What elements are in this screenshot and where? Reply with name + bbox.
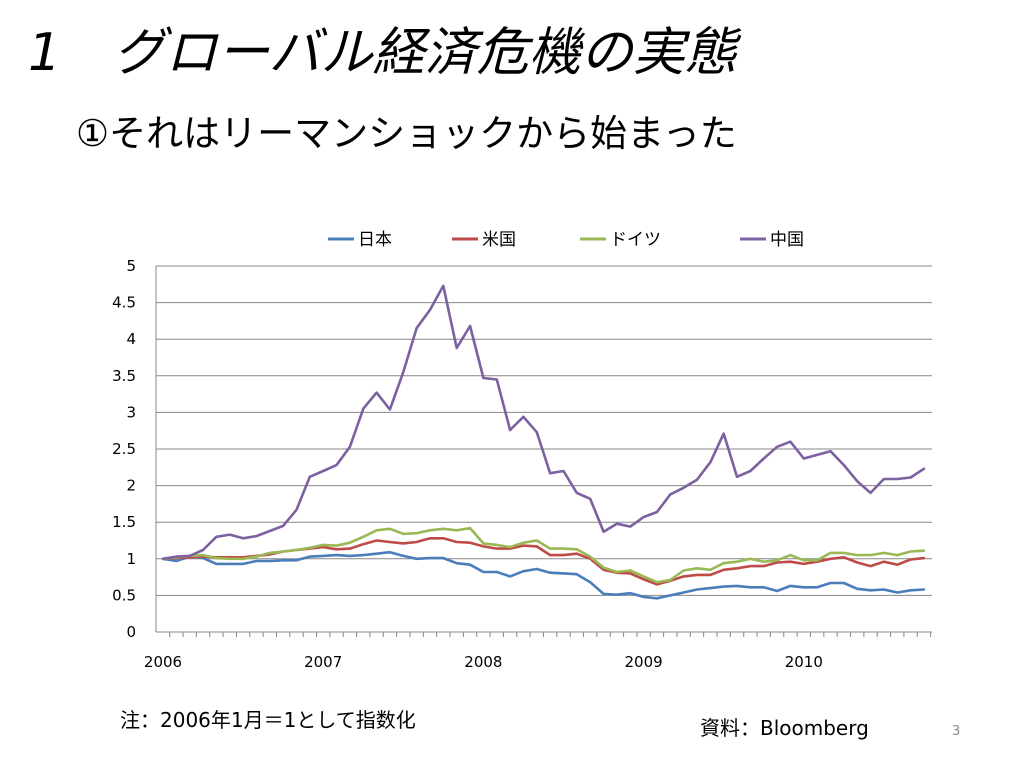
legend-label: 米国	[482, 230, 516, 250]
y-tick-label: 4.5	[112, 294, 136, 312]
y-tick-label: 0.5	[112, 586, 136, 604]
x-tick-label: 2008	[464, 653, 502, 671]
y-tick-label: 5	[126, 257, 136, 275]
y-tick-label: 3.5	[112, 367, 136, 385]
y-tick-label: 4	[126, 330, 136, 348]
x-tick-label: 2009	[625, 653, 663, 671]
series-line	[161, 526, 926, 584]
series-line	[161, 284, 926, 561]
data-source: 資料：Bloomberg	[700, 716, 869, 740]
y-tick-label: 2	[126, 477, 136, 495]
y-tick-label: 1.5	[112, 513, 136, 531]
y-axis: 0 0.5 1 1.5 2 2.5 3 3.5 4 4.5 5	[112, 257, 157, 641]
legend-label: 中国	[770, 230, 804, 250]
legend-label: 日本	[358, 230, 392, 250]
chart-legend: 日本 米国 ドイツ 中国	[328, 230, 804, 250]
y-tick-label: 2.5	[112, 440, 136, 458]
y-tick-label: 3	[126, 403, 136, 421]
x-tick-label: 2006	[144, 653, 182, 671]
slide-title: 1 グローバル経済危機の実態	[28, 23, 737, 83]
page-number: 3	[952, 724, 961, 739]
slide-subtitle: ①それはリーマンショックから始まった	[76, 112, 737, 155]
chart-series	[161, 284, 926, 600]
x-tick-label: 2010	[785, 653, 823, 671]
y-tick-label: 1	[126, 550, 136, 568]
line-chart: 日本 米国 ドイツ 中国 0 0.5 1 1.5 2 2.5 3 3.5 4 4.5 5 2006 2007…	[112, 230, 932, 671]
legend-label: ドイツ	[610, 230, 661, 250]
series-line	[161, 550, 926, 600]
chart-note: 注：2006年1月＝1として指数化	[120, 708, 416, 732]
x-tick-label: 2007	[304, 653, 342, 671]
chart-gridlines	[156, 265, 932, 596]
x-axis: 2006 2007 2008 2009 2010	[144, 631, 932, 671]
y-tick-label: 0	[126, 623, 136, 641]
